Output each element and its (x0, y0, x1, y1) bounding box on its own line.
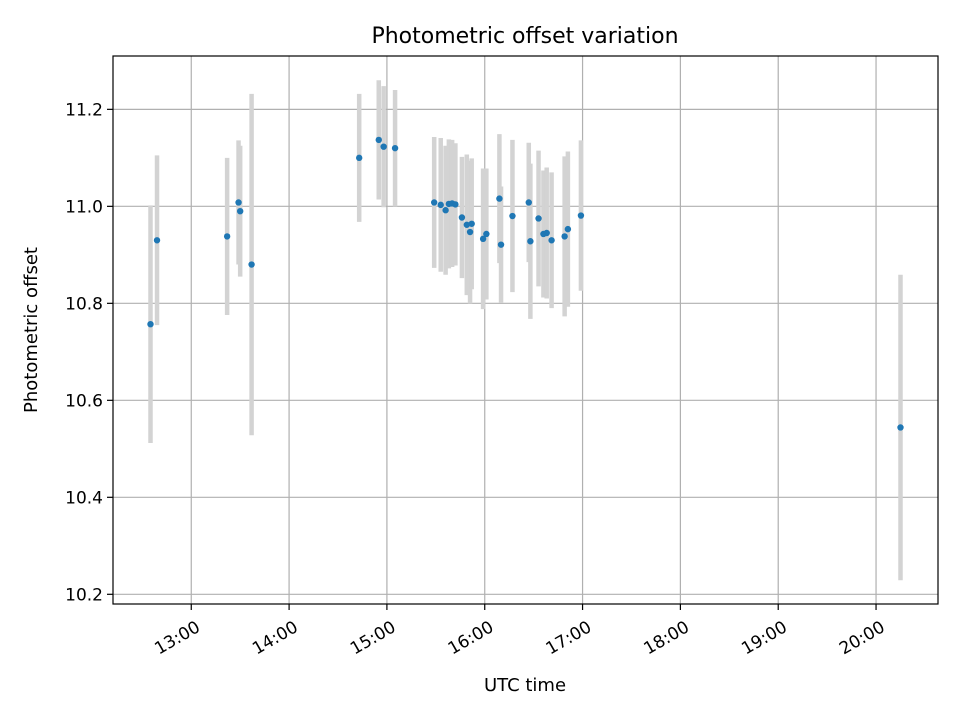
data-point (153, 237, 161, 244)
data-point (147, 320, 154, 328)
x-tick-label: 13:00 (151, 617, 203, 659)
data-point (543, 229, 550, 237)
x-tick-label: 18:00 (640, 617, 692, 659)
chart-title: Photometric offset variation (371, 24, 678, 49)
data-point (355, 154, 363, 162)
data-point (380, 143, 387, 150)
data-point (437, 201, 444, 209)
data-point (235, 199, 242, 206)
data-point (236, 207, 244, 215)
x-tick-label: 16:00 (445, 617, 497, 659)
data-point (496, 195, 503, 202)
data-point (564, 225, 572, 233)
y-tick-label: 10.2 (65, 585, 103, 605)
data-point (442, 207, 449, 214)
data-point (391, 144, 399, 152)
data-point (248, 261, 255, 268)
data-point (468, 220, 475, 227)
error-bars (148, 80, 903, 581)
data-point (509, 212, 516, 220)
data-point (375, 136, 382, 144)
data-points (147, 136, 904, 431)
data-point (577, 212, 585, 219)
data-point (527, 238, 534, 245)
x-tick-label: 14:00 (249, 617, 301, 659)
y-tick-label: 11.2 (65, 100, 103, 120)
data-point (497, 241, 505, 248)
x-tick-label: 19:00 (738, 617, 790, 659)
data-point (430, 199, 438, 206)
axis-ticks: 13:00 14:00 15:00 16:00 17:00 18:00 19:00 20:00… (65, 100, 888, 659)
y-tick-label: 10.6 (65, 391, 103, 411)
x-tick-label: 17:00 (543, 617, 595, 659)
x-tick-label: 15:00 (347, 617, 399, 659)
grid (113, 56, 938, 604)
y-tick-label: 11.0 (65, 197, 103, 217)
data-point (463, 221, 471, 228)
y-tick-label: 10.8 (65, 294, 103, 314)
data-point (452, 201, 459, 208)
data-point (525, 199, 532, 206)
data-point (561, 233, 568, 240)
data-point (458, 214, 466, 221)
plot-frame (112, 55, 939, 605)
x-tick-label: 20:00 (836, 617, 888, 659)
data-point (897, 424, 904, 431)
data-point (479, 235, 487, 243)
data-point (223, 233, 231, 240)
data-point (466, 228, 474, 236)
data-point (548, 237, 555, 244)
data-point (535, 215, 542, 222)
x-axis-label: UTC time (484, 675, 566, 696)
y-tick-label: 10.4 (65, 488, 103, 508)
data-point (483, 230, 490, 238)
y-axis-label: Photometric offset (21, 247, 42, 413)
